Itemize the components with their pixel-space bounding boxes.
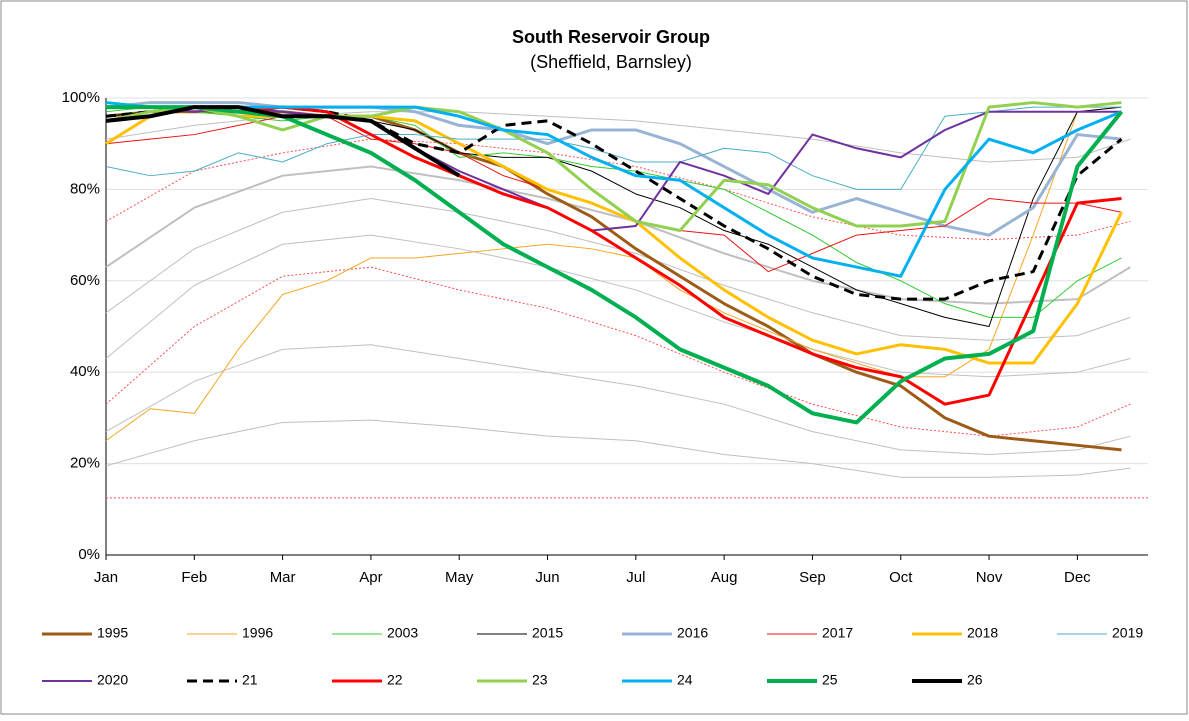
series-line (105, 101, 1123, 278)
x-tick-label: Mar (270, 569, 296, 586)
legend-label: 2020 (97, 672, 128, 688)
series-line (105, 138, 1131, 241)
legend-label: 22 (387, 672, 403, 688)
legend-label: 2017 (822, 625, 853, 641)
x-tick-label: Jun (535, 569, 559, 586)
y-tick-label: 20% (70, 455, 100, 472)
y-tick-label: 80% (70, 180, 100, 197)
series-line (105, 234, 1131, 378)
x-tick-label: Jul (626, 569, 645, 586)
y-tick-label: 0% (78, 546, 100, 563)
x-tick-label: Nov (976, 569, 1003, 586)
x-tick-label: Apr (359, 569, 382, 586)
series-line (105, 105, 1123, 301)
series-line (105, 106, 1122, 442)
legend-label: 2015 (532, 625, 563, 641)
legend-label: 2019 (1112, 625, 1143, 641)
x-tick-label: Dec (1064, 569, 1091, 586)
chart-subtitle: (Sheffield, Barnsley) (530, 52, 692, 72)
legend-label: 2003 (387, 625, 418, 641)
series-line (105, 105, 461, 178)
series-line (105, 101, 1122, 233)
legend-label: 2016 (677, 625, 708, 641)
legend-label: 1995 (97, 625, 128, 641)
x-tick-label: Sep (799, 569, 826, 586)
x-tick-label: May (445, 569, 474, 586)
legend-label: 25 (822, 672, 838, 688)
x-tick-label: Aug (711, 569, 738, 586)
legend-label: 24 (677, 672, 693, 688)
series-line (106, 106, 1122, 232)
x-tick-label: Jan (94, 569, 118, 586)
legend-label: 2018 (967, 625, 998, 641)
series-line (105, 344, 1131, 455)
x-tick-label: Feb (181, 569, 207, 586)
y-tick-label: 100% (62, 89, 100, 106)
series-line (105, 266, 1131, 437)
y-tick-label: 60% (70, 272, 100, 289)
legend-label: 26 (967, 672, 983, 688)
chart-title: South Reservoir Group (512, 27, 710, 47)
series-line (105, 419, 1131, 478)
series-line (105, 106, 1122, 190)
series-line (105, 198, 1131, 341)
legend-label: 21 (242, 672, 258, 688)
legend-label: 1996 (242, 625, 273, 641)
x-tick-label: Oct (889, 569, 913, 586)
legend-label: 23 (532, 672, 548, 688)
y-tick-label: 40% (70, 363, 100, 380)
series-line (105, 106, 1122, 318)
